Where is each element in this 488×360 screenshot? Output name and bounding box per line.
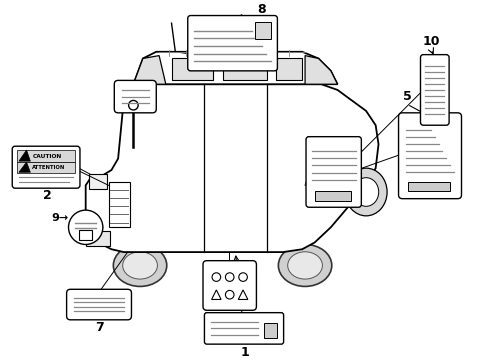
Bar — [407, 181, 449, 191]
Bar — [79, 230, 92, 240]
Text: 1: 1 — [240, 346, 249, 359]
Text: 10: 10 — [421, 35, 439, 48]
Ellipse shape — [345, 168, 386, 216]
FancyBboxPatch shape — [420, 55, 448, 125]
Ellipse shape — [278, 244, 331, 287]
Bar — [89, 174, 106, 189]
Polygon shape — [238, 290, 247, 300]
Polygon shape — [223, 58, 266, 80]
Bar — [108, 181, 129, 227]
Text: 6: 6 — [224, 311, 233, 324]
Ellipse shape — [128, 100, 138, 110]
Polygon shape — [276, 58, 302, 80]
Text: ←4: ←4 — [161, 94, 178, 104]
Bar — [17, 150, 75, 162]
Polygon shape — [133, 55, 165, 84]
Ellipse shape — [113, 244, 166, 287]
Circle shape — [68, 210, 102, 244]
Circle shape — [225, 291, 234, 299]
Bar — [314, 191, 350, 201]
FancyBboxPatch shape — [305, 137, 361, 207]
Text: 3: 3 — [293, 176, 302, 189]
FancyBboxPatch shape — [187, 15, 277, 71]
FancyBboxPatch shape — [66, 289, 131, 320]
Bar — [85, 231, 110, 246]
Text: ATTENTION: ATTENTION — [32, 165, 65, 170]
Polygon shape — [133, 52, 337, 84]
FancyBboxPatch shape — [114, 80, 156, 113]
Circle shape — [225, 273, 234, 282]
Ellipse shape — [122, 252, 157, 279]
Bar — [264, 323, 277, 338]
FancyBboxPatch shape — [12, 146, 80, 188]
Ellipse shape — [287, 252, 322, 279]
Polygon shape — [19, 150, 30, 161]
Ellipse shape — [353, 178, 378, 206]
Polygon shape — [85, 84, 378, 252]
Text: 7: 7 — [95, 321, 103, 334]
Text: 8: 8 — [256, 3, 265, 15]
FancyBboxPatch shape — [203, 261, 256, 310]
Text: 5: 5 — [402, 90, 411, 103]
Text: 2: 2 — [43, 189, 52, 202]
Polygon shape — [171, 58, 213, 80]
FancyBboxPatch shape — [204, 313, 283, 344]
FancyBboxPatch shape — [398, 113, 461, 199]
Text: 9→: 9→ — [51, 213, 68, 223]
Circle shape — [238, 273, 247, 282]
Circle shape — [212, 273, 220, 282]
Polygon shape — [19, 162, 30, 172]
Polygon shape — [305, 55, 337, 84]
Text: CAUTION: CAUTION — [32, 154, 61, 158]
Bar — [17, 162, 75, 173]
Polygon shape — [211, 290, 221, 300]
Bar — [255, 22, 270, 39]
